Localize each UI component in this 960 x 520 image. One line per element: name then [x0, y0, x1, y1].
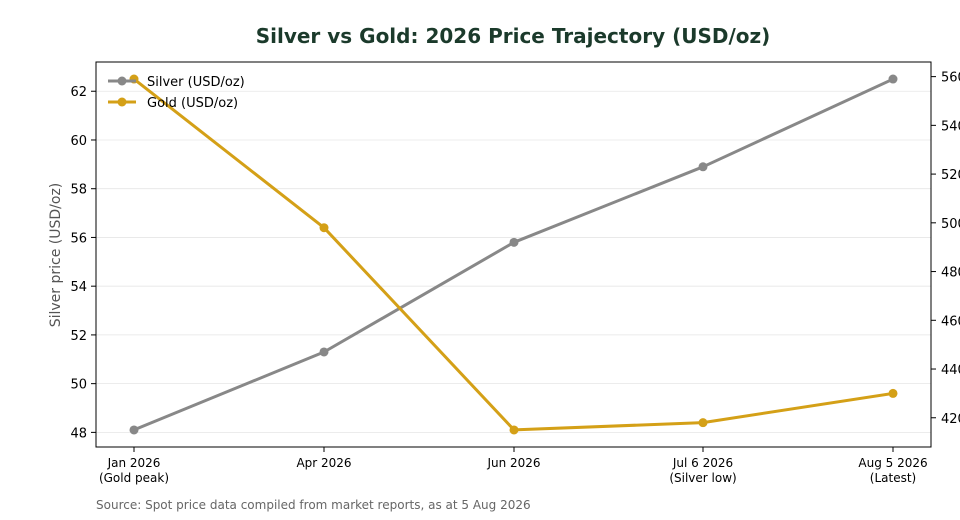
x-tick-label-line: Jun 2026 — [486, 456, 540, 470]
x-tick-label-line: (Gold peak) — [99, 471, 169, 485]
y2-tick-label: 520 — [941, 168, 960, 183]
series-layer — [129, 74, 898, 435]
y2-tick-label: 440 — [941, 363, 960, 378]
data-point — [698, 418, 708, 428]
data-point — [509, 237, 519, 247]
x-tick-label: Jul 6 2026 (Silver low) — [669, 456, 736, 485]
legend-swatch-marker — [117, 97, 127, 107]
x-tick-label: Jan 2026 (Gold peak) — [99, 456, 169, 485]
data-point — [888, 388, 898, 398]
data-point — [319, 347, 329, 357]
x-tick-label-line: Jul 6 2026 — [672, 456, 733, 470]
data-point — [509, 425, 519, 435]
y2-tick-label: 420 — [941, 412, 960, 427]
y-tick-label: 52 — [70, 329, 87, 344]
y-tick-label: 50 — [70, 378, 87, 393]
left-y-axis: 48 50 52 54 56 58 60 62 — [70, 85, 96, 441]
data-point — [698, 162, 708, 172]
x-tick-label-line: Jan 2026 — [107, 456, 161, 470]
data-point — [129, 425, 139, 435]
y2-tick-label: 560 — [941, 71, 960, 86]
legend: Silver (USD/oz) Gold (USD/oz) — [108, 75, 245, 111]
y2-tick-label: 500 — [941, 217, 960, 232]
x-tick-label-line: Apr 2026 — [296, 456, 351, 470]
x-tick-label: Aug 5 2026 (Latest) — [858, 456, 927, 485]
y-tick-label: 60 — [70, 134, 87, 149]
y-tick-label: 54 — [70, 280, 87, 295]
source-note: Source: Spot price data compiled from ma… — [96, 498, 531, 512]
y-tick-label: 62 — [70, 85, 87, 100]
y2-tick-label: 480 — [941, 266, 960, 281]
right-y-axis: 420 440 460 480 500 520 540 560 — [931, 71, 960, 427]
x-tick-label-line: (Silver low) — [669, 471, 736, 485]
legend-swatch-marker — [117, 76, 127, 86]
legend-entry: Gold (USD/oz) — [147, 96, 238, 111]
x-tick-label-line: (Latest) — [870, 471, 916, 485]
x-axis: Jan 2026 (Gold peak) Apr 2026 Jun 2026 Jul 6… — [99, 447, 928, 485]
x-tick-label: Apr 2026 — [296, 456, 351, 470]
gridlines — [96, 90, 931, 433]
series-gold — [129, 74, 898, 435]
left-y-axis-label: Silver price (USD/oz) — [48, 183, 64, 328]
series-line — [133, 77, 894, 432]
y-tick-label: 56 — [70, 231, 87, 246]
y-tick-label: 48 — [70, 426, 87, 441]
y2-tick-label: 460 — [941, 314, 960, 329]
x-tick-label-line: Aug 5 2026 — [858, 456, 927, 470]
data-point — [319, 223, 329, 233]
legend-entry: Silver (USD/oz) — [147, 75, 245, 90]
chart-title: Silver vs Gold: 2026 Price Trajectory (U… — [256, 24, 771, 48]
data-point — [888, 74, 898, 84]
y2-tick-label: 540 — [941, 119, 960, 134]
y-tick-label: 58 — [70, 183, 87, 198]
x-tick-label: Jun 2026 — [486, 456, 540, 470]
series-silver — [129, 74, 898, 435]
